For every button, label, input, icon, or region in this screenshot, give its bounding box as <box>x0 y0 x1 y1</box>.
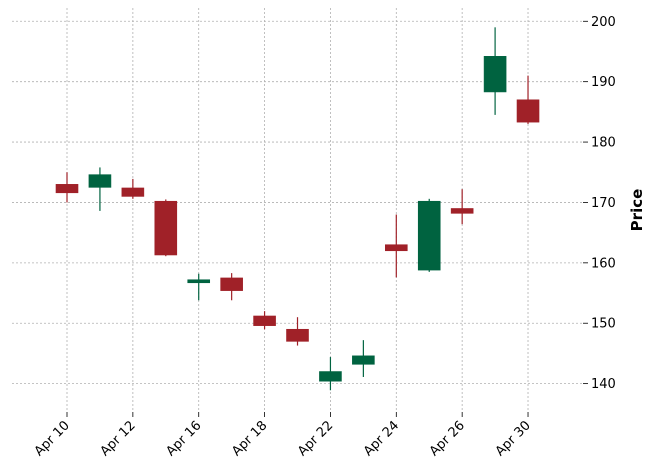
x-tick-label: Apr 16 <box>163 418 204 459</box>
y-tick-label: 200 <box>591 15 616 30</box>
candle-body-down <box>55 184 79 194</box>
candles <box>55 27 540 391</box>
y-tick-label: 190 <box>591 75 616 90</box>
y-tick-label: 170 <box>591 196 616 211</box>
y-tick-label: 160 <box>591 256 616 271</box>
candle-body-down <box>121 187 145 197</box>
y-tick-label: 140 <box>591 377 616 392</box>
x-tick-label: Apr 26 <box>427 418 468 459</box>
x-tick-label: Apr 10 <box>32 418 73 459</box>
candle-body-down <box>220 277 243 291</box>
x-tick-label: Apr 18 <box>229 418 270 459</box>
candle-body-up <box>417 200 441 271</box>
candle-body-down <box>253 315 276 326</box>
x-tick-label: Apr 30 <box>493 418 534 459</box>
candle-body-up <box>319 371 342 382</box>
candle-body-up <box>187 279 211 284</box>
candle-body-up <box>483 56 507 93</box>
candle-body-down <box>450 208 474 214</box>
candle-body-down <box>154 200 178 256</box>
x-tick-label: Apr 12 <box>98 418 139 459</box>
x-tick-label: Apr 24 <box>361 418 402 459</box>
x-tick-label: Apr 22 <box>295 418 336 459</box>
candle-body-down <box>384 244 408 252</box>
candle-body-down <box>286 328 309 342</box>
y-tick-label: 180 <box>591 136 616 151</box>
candle-body-up <box>352 355 375 365</box>
candle-body-up <box>88 174 112 188</box>
y-axis-title: Price <box>628 189 646 232</box>
candle-body-down <box>516 99 540 123</box>
y-tick-label: 150 <box>591 317 616 332</box>
